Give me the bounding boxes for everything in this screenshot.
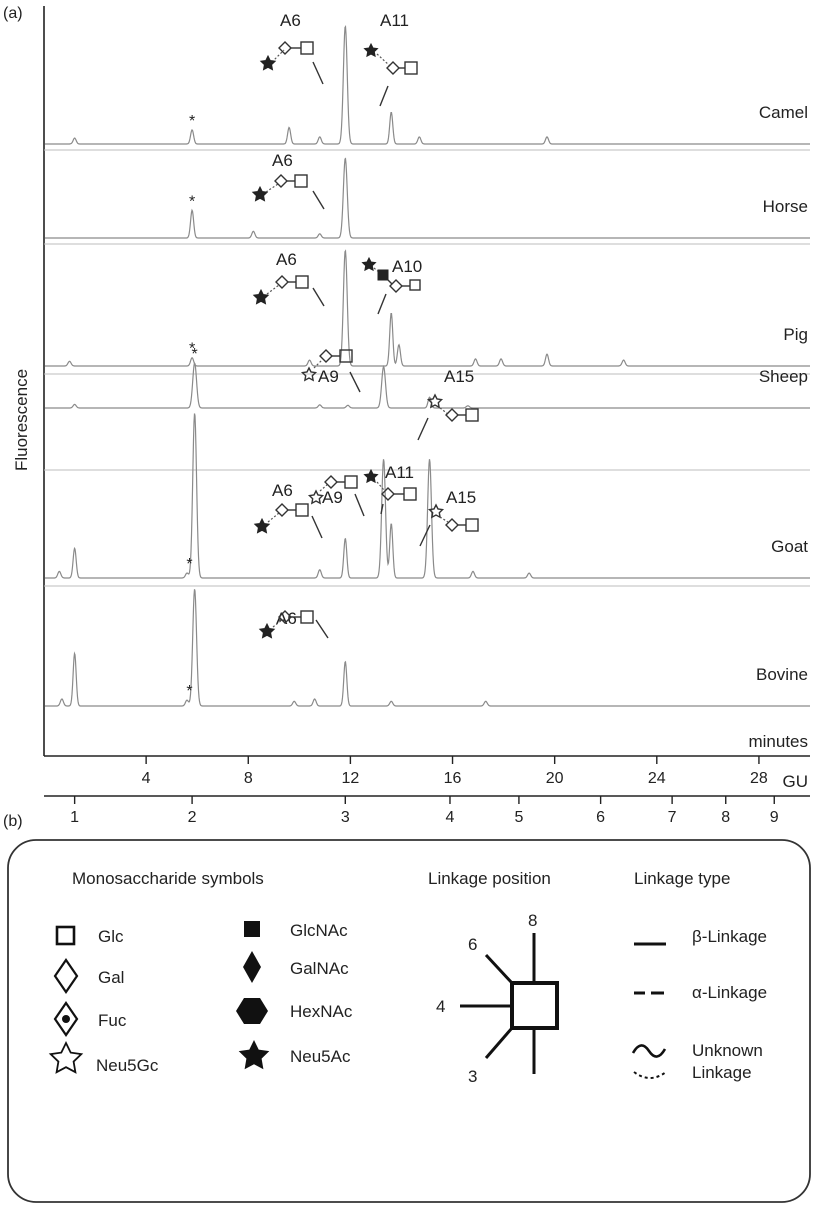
- gu-axis-label: GU: [783, 772, 809, 791]
- square-open-icon: [55, 925, 76, 946]
- trace-goat: [45, 413, 810, 579]
- legend-linkage-label: Linkage: [692, 1063, 752, 1082]
- glycan-a15-goat: A15: [419, 488, 479, 547]
- diamond-filled-icon: [243, 951, 261, 983]
- panel-a-label: (a): [3, 5, 23, 22]
- peak-label-a9: A9: [318, 367, 339, 386]
- gu-tick-label: 2: [188, 809, 197, 826]
- trace-sheep: [45, 361, 810, 409]
- gu-tick-label: 1: [70, 809, 79, 826]
- legend-beta-label: β-Linkage: [692, 927, 767, 946]
- star-filled-icon: [238, 1040, 270, 1070]
- linkage-position-diagram: 6 8 4 3: [436, 911, 559, 1086]
- peak-label-a6-horse: A6: [272, 151, 293, 170]
- legend-neu5gc-label: Neu5Gc: [96, 1056, 159, 1075]
- legend-mono-title: Monosaccharide symbols: [72, 869, 264, 888]
- trace-pig: [45, 249, 810, 367]
- panel-b-label: (b): [3, 813, 23, 830]
- asterisk-marker: *: [189, 113, 195, 130]
- legend-gal-label: Gal: [98, 968, 124, 987]
- x-tick-label: 28: [750, 770, 768, 787]
- peak-label-a6-goat: A6: [272, 481, 293, 500]
- legend-galnac-label: GalNAc: [290, 959, 349, 978]
- x-tick-label: 4: [142, 770, 151, 787]
- peak-label-a6-pig: A6: [276, 250, 297, 269]
- glycan-a10-pig: A10: [361, 256, 422, 315]
- asterisk-marker: *: [192, 346, 198, 363]
- glycan-a9-sheep: A9: [300, 349, 361, 393]
- diamond-dot-icon: [53, 1001, 79, 1037]
- x-tick-label: 8: [244, 770, 253, 787]
- star-open-icon: [48, 1040, 84, 1074]
- legend-neu5ac-label: Neu5Ac: [290, 1047, 351, 1066]
- wave-line-icon: [631, 1044, 667, 1058]
- asterisk-marker: *: [186, 556, 192, 573]
- series-label-goat: Goat: [771, 537, 808, 556]
- peak-label-a15-goat: A15: [446, 488, 476, 507]
- x-tick-label: 12: [342, 770, 360, 787]
- glycan-a6-bovine: A6: [258, 609, 329, 639]
- position-4-label: 4: [436, 997, 445, 1016]
- legend-fuc-label: Fuc: [98, 1011, 127, 1030]
- glycan-a6-camel: A6: [259, 11, 324, 85]
- position-3-label: 3: [468, 1067, 477, 1086]
- glycan-a6-horse: A6: [251, 151, 325, 210]
- peak-label-a15: A15: [444, 367, 474, 386]
- gu-tick-label: 6: [596, 809, 605, 826]
- peak-label-a6: A6: [280, 11, 301, 30]
- glycan-a6-pig: A6: [252, 250, 325, 307]
- hexagon-filled-icon: [236, 998, 268, 1024]
- trace-camel: [45, 24, 810, 145]
- legend-unknown-label: Unknown: [692, 1041, 763, 1060]
- peak-label-a11: A11: [380, 11, 409, 30]
- gu-tick-label: 7: [668, 809, 677, 826]
- position-6-label: 6: [468, 935, 477, 954]
- position-8-label: 8: [528, 911, 537, 930]
- series-label-sheep: Sheep: [759, 367, 808, 386]
- glycan-a15-sheep: A15: [417, 367, 479, 441]
- glycan-a6-goat: A6: [253, 481, 323, 539]
- glycan-a9-goat: A9: [307, 475, 365, 517]
- asterisk-marker: *: [189, 341, 195, 358]
- trace-bovine: [45, 589, 810, 707]
- series-label-camel: Camel: [759, 103, 808, 122]
- gu-tick-label: 4: [446, 809, 455, 826]
- legend-hexnac-label: HexNAc: [290, 1002, 353, 1021]
- peak-label-a11-goat: A11: [385, 463, 414, 482]
- peak-label-a6-bovine: A6: [276, 609, 297, 628]
- x-tick-label: 16: [444, 770, 462, 787]
- square-filled-icon: [244, 921, 260, 937]
- legend-position-title: Linkage position: [428, 869, 551, 888]
- x-axis-label: minutes: [748, 732, 808, 751]
- series-label-bovine: Bovine: [756, 665, 808, 684]
- legend-glc-label: Glc: [98, 927, 124, 946]
- legend-alpha-label: α-Linkage: [692, 983, 767, 1002]
- glycan-a11-camel: A11: [363, 11, 418, 107]
- gu-tick-label: 9: [770, 809, 779, 826]
- gu-tick-label: 8: [721, 809, 730, 826]
- peak-label-a10: A10: [392, 257, 422, 276]
- trace-horse: [45, 157, 810, 239]
- series-label-horse: Horse: [763, 197, 808, 216]
- peak-label-a9-goat: A9: [322, 488, 343, 507]
- gu-tick-label: 5: [514, 809, 523, 826]
- asterisk-marker: *: [189, 193, 195, 210]
- dotted-arc-icon: [633, 1071, 667, 1079]
- asterisk-marker: *: [186, 683, 192, 700]
- series-label-pig: Pig: [783, 325, 808, 344]
- x-tick-label: 24: [648, 770, 666, 787]
- y-axis-label: Fluorescence: [12, 369, 31, 471]
- glycan-a11-goat: A11: [363, 463, 417, 515]
- legend-box: [7, 839, 811, 1203]
- gu-tick-label: 3: [341, 809, 350, 826]
- diamond-open-icon: [53, 958, 79, 994]
- x-tick-label: 20: [546, 770, 564, 787]
- legend-glcnac-label: GlcNAc: [290, 921, 348, 940]
- legend-type-title: Linkage type: [634, 869, 730, 888]
